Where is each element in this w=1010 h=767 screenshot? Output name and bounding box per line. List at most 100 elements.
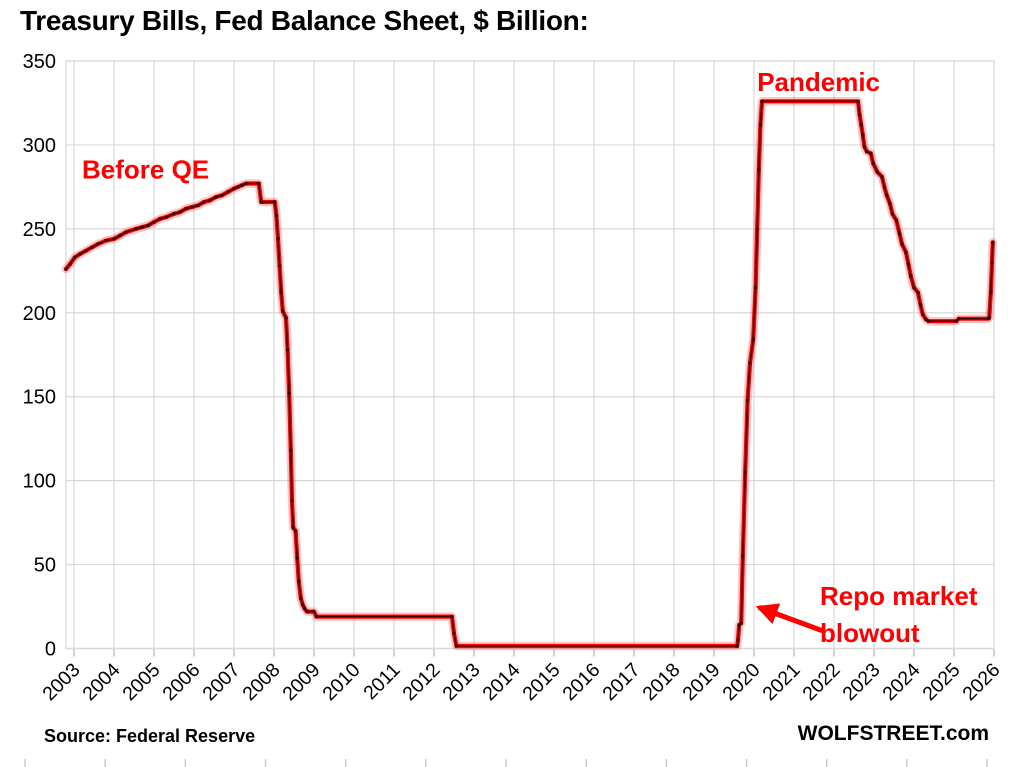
- data-point-marker: [164, 215, 168, 219]
- x-tick-label: 2025: [918, 659, 964, 705]
- data-point-marker: [880, 175, 884, 179]
- data-point-marker: [890, 212, 894, 216]
- x-tick-label: 2013: [438, 659, 484, 705]
- source-note: Source: Federal Reserve: [44, 726, 256, 746]
- data-point-marker: [146, 224, 150, 227]
- y-tick-label: 250: [23, 219, 56, 241]
- x-tick-label: 2021: [758, 659, 804, 705]
- data-point-marker: [178, 210, 182, 214]
- x-tick-label: 2012: [398, 659, 444, 705]
- x-tick-label: 2003: [38, 659, 84, 705]
- data-point-marker: [885, 193, 889, 197]
- data-point-marker: [276, 237, 280, 241]
- data-point-marker: [888, 202, 892, 206]
- data-point-marker: [257, 182, 261, 186]
- x-tick-label: 2008: [238, 659, 284, 705]
- y-tick-label: 300: [23, 135, 56, 157]
- y-tick-label: 150: [23, 387, 56, 409]
- data-point-marker: [78, 252, 82, 256]
- data-point-marker: [118, 234, 122, 238]
- data-point-marker: [957, 317, 961, 321]
- data-point-marker: [454, 644, 458, 648]
- annotation-pandemic: Pandemic: [757, 67, 880, 97]
- x-tick-label: 2005: [118, 659, 164, 705]
- data-point-marker: [916, 291, 920, 295]
- y-tick-label: 100: [23, 471, 56, 493]
- x-tick-label: 2020: [718, 659, 764, 705]
- data-point-marker: [96, 242, 100, 246]
- data-point-marker: [990, 260, 994, 264]
- data-point-marker: [859, 123, 863, 127]
- data-point-marker: [134, 227, 138, 231]
- data-point-marker: [924, 318, 928, 321]
- data-point-marker: [273, 200, 277, 204]
- data-point-marker: [862, 145, 866, 149]
- data-point-marker: [450, 615, 454, 619]
- data-point-marker: [172, 212, 176, 216]
- y-tick-label: 200: [23, 303, 56, 325]
- data-point-marker: [284, 316, 288, 320]
- data-point-marker: [290, 499, 294, 503]
- data-point-marker: [900, 242, 904, 246]
- data-point-marker: [259, 200, 263, 204]
- data-point-marker: [281, 309, 285, 313]
- data-point-marker: [858, 113, 862, 117]
- annotation-repo-blowout: Repo market: [820, 581, 978, 611]
- data-point-marker: [299, 596, 303, 600]
- data-point-marker: [906, 262, 910, 266]
- data-point-marker: [861, 133, 865, 137]
- x-tick-label: 2006: [158, 659, 204, 705]
- x-tick-label: 2024: [878, 659, 924, 705]
- data-point-marker: [64, 267, 68, 271]
- x-tick-label: 2004: [78, 659, 124, 705]
- data-point-marker: [236, 185, 240, 189]
- data-point-marker: [918, 302, 922, 306]
- data-point-marker: [748, 361, 752, 365]
- x-tick-label: 2009: [278, 659, 324, 705]
- x-tick-label: 2015: [518, 659, 564, 705]
- data-point-marker: [758, 123, 762, 127]
- x-tick-label: 2018: [638, 659, 684, 705]
- data-point-marker: [904, 250, 908, 254]
- x-tick-label: 2017: [598, 659, 644, 705]
- data-point-marker: [735, 644, 739, 648]
- data-point-marker: [124, 230, 128, 234]
- x-tick-label: 2016: [558, 659, 604, 705]
- data-point-marker: [184, 207, 188, 211]
- data-point-marker: [226, 190, 230, 194]
- data-point-marker: [289, 448, 293, 452]
- data-point-marker: [755, 227, 759, 231]
- data-point-marker: [741, 554, 745, 558]
- annotation-before-qe: Before QE: [82, 155, 209, 185]
- data-point-marker: [894, 218, 898, 222]
- data-point-marker: [279, 291, 283, 295]
- data-point-marker: [875, 170, 879, 174]
- data-point-marker: [760, 99, 764, 103]
- annotation-repo-blowout: blowout: [820, 618, 920, 648]
- data-point-marker: [305, 610, 309, 614]
- x-tick-label: 2014: [478, 659, 524, 705]
- data-point-marker: [104, 239, 108, 243]
- data-point-marker: [989, 291, 993, 295]
- y-tick-label: 0: [45, 639, 56, 661]
- data-point-marker: [196, 203, 200, 207]
- data-point-marker: [921, 312, 925, 316]
- data-point-marker: [274, 213, 278, 217]
- data-point-marker: [909, 274, 913, 278]
- data-point-marker: [84, 249, 88, 253]
- data-point-marker: [312, 610, 316, 614]
- data-point-marker: [152, 220, 156, 224]
- annotation-arrow: [755, 603, 824, 634]
- y-tick-label: 350: [23, 51, 56, 73]
- data-point-marker: [73, 255, 77, 259]
- data-point-marker: [68, 262, 72, 266]
- plot-border: [65, 60, 995, 650]
- data-point-marker: [856, 99, 860, 103]
- data-point-marker: [112, 237, 116, 241]
- data-point-marker: [746, 398, 750, 402]
- data-point-marker: [297, 579, 301, 583]
- data-point-marker: [214, 195, 218, 199]
- data-point-marker: [737, 623, 741, 627]
- data-point-marker: [90, 245, 94, 249]
